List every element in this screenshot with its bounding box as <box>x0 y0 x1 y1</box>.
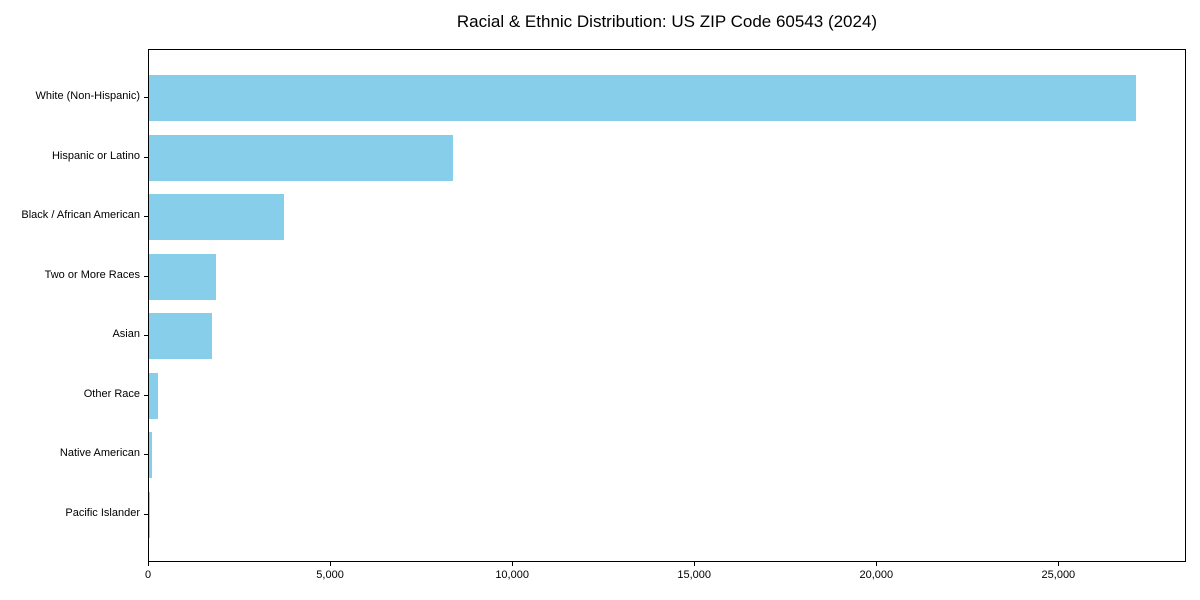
y-tick-label: Asian <box>112 328 140 341</box>
x-tick-mark <box>876 562 878 566</box>
y-tick-mark <box>144 513 148 515</box>
y-tick-label: Pacific Islander <box>65 506 140 519</box>
plot-area <box>148 49 1186 562</box>
chart-title: Racial & Ethnic Distribution: US ZIP Cod… <box>456 12 878 31</box>
bar <box>149 372 159 419</box>
bar <box>149 134 454 181</box>
y-tick-mark <box>144 97 148 98</box>
x-tick-mark <box>330 562 332 566</box>
bar <box>149 313 212 360</box>
y-tick-label: Native American <box>59 447 140 460</box>
y-tick-mark <box>144 394 148 396</box>
y-tick-mark <box>144 335 148 337</box>
y-tick-label: Other Race <box>83 387 140 400</box>
x-tick-mark <box>148 562 149 566</box>
y-tick-label: Hispanic or Latino <box>51 149 140 162</box>
x-tick-label: 10,000 <box>495 569 529 581</box>
y-tick-mark <box>144 275 148 277</box>
bar <box>149 253 216 300</box>
y-tick-label: Two or More Races <box>44 268 140 281</box>
y-tick-label: Black / African American <box>21 209 140 222</box>
x-tick-mark <box>694 562 696 566</box>
x-tick-label: 15,000 <box>677 569 712 581</box>
y-tick-mark <box>144 454 148 456</box>
x-tick-label: 20,000 <box>859 569 894 581</box>
x-tick-label: 0 <box>144 569 152 581</box>
bar <box>149 75 1136 121</box>
x-tick-mark <box>1058 562 1060 566</box>
y-tick-label: White (Non-Hispanic) <box>35 90 140 102</box>
x-tick-label: 25,000 <box>1041 569 1076 581</box>
y-tick-mark <box>144 216 148 218</box>
bar <box>149 194 284 241</box>
bar <box>149 432 152 479</box>
x-tick-label: 5,000 <box>316 569 344 581</box>
y-tick-mark <box>144 156 148 158</box>
x-tick-mark <box>512 562 514 566</box>
